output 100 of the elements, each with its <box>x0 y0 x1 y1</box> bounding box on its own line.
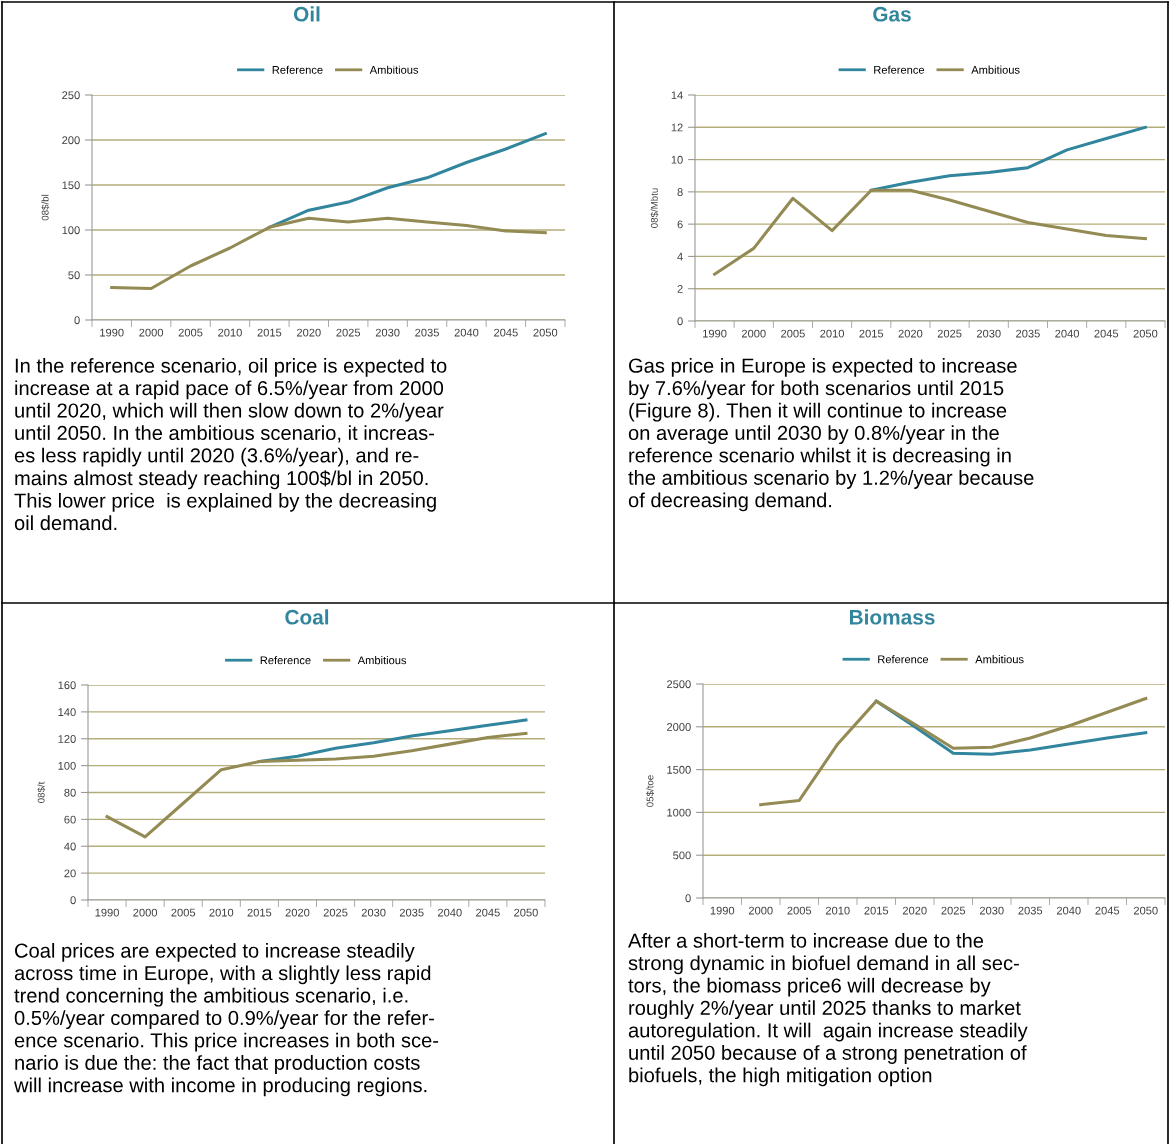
x-tick-label: 2005 <box>171 908 196 917</box>
y-tick-label: 12 <box>671 123 683 132</box>
x-tick-label: 2035 <box>415 328 439 337</box>
x-tick-label: 2005 <box>787 906 812 915</box>
y-tick-label: 0 <box>70 896 76 905</box>
x-tick-label: 1990 <box>710 906 735 915</box>
legend-label: Reference <box>260 656 311 665</box>
line-series <box>869 125 1147 192</box>
x-tick-label: 2035 <box>1016 329 1040 338</box>
y-tick-label: 40 <box>64 842 76 851</box>
x-tick-label: 2000 <box>748 906 773 915</box>
y-tick-label: 100 <box>58 761 76 770</box>
y-tick-label: 150 <box>62 181 80 190</box>
x-tick-label: 2025 <box>937 329 962 338</box>
x-tick-label: 2015 <box>864 906 889 915</box>
x-tick-label: 2050 <box>1133 329 1158 338</box>
x-tick-label: 2015 <box>257 328 282 337</box>
y-tick-label: 1500 <box>667 765 691 774</box>
line-series <box>874 699 1148 756</box>
y-tick-label: 8 <box>677 188 683 196</box>
y-axis-title: 05$/toe <box>646 775 655 807</box>
line-series <box>713 188 1147 276</box>
x-tick-label: 1990 <box>100 328 124 337</box>
x-tick-label: 2015 <box>859 329 884 338</box>
y-tick-label: 0 <box>677 317 683 326</box>
x-tick-label: 2045 <box>494 328 518 337</box>
x-tick-label: 2035 <box>399 908 424 917</box>
chart-title: Coal <box>285 609 329 625</box>
legend-label: Reference <box>874 65 925 74</box>
x-tick-label: 2005 <box>178 328 203 337</box>
x-tick-label: 2025 <box>941 906 966 915</box>
chart-title: Biomass <box>849 609 935 625</box>
x-tick-label: 2030 <box>976 329 1001 338</box>
y-tick-label: 10 <box>671 155 683 164</box>
y-tick-label: 80 <box>64 788 76 797</box>
x-tick-label: 2010 <box>218 328 242 337</box>
x-tick-label: 2050 <box>533 328 558 337</box>
x-tick-label: 2040 <box>437 908 462 917</box>
x-tick-label: 2050 <box>514 908 538 917</box>
x-tick-label: 2050 <box>1133 906 1158 915</box>
y-tick-label: 250 <box>62 91 80 100</box>
y-tick-label: 2500 <box>667 680 691 689</box>
y-tick-label: 0 <box>685 894 691 903</box>
x-tick-label: 2010 <box>820 329 845 338</box>
x-tick-label: 2020 <box>902 906 927 915</box>
x-tick-label: 2030 <box>361 908 386 917</box>
legend-label: Ambitious <box>971 65 1020 74</box>
x-tick-label: 2040 <box>1055 329 1080 338</box>
legend-label: Reference <box>878 655 929 664</box>
legend-label: Ambitious <box>357 656 407 665</box>
y-tick-label: 500 <box>673 851 691 860</box>
x-tick-label: 2015 <box>247 908 272 917</box>
x-tick-label: 2020 <box>296 328 321 337</box>
y-tick-label: 4 <box>677 252 683 261</box>
y-tick-label: 120 <box>58 735 76 743</box>
text: In the reference scenario, oil price is expected to increase at a rapid pace of 6.5%/year from 2000 until 2020, which will then slow down to 2%/year until 2050. In the ambitious scenario, it increas- es less rapidly until 2020 (3.6%/year), and re- mains almost steady reaching 100$/bl in 2050. This lower price is explained by the decreasing oil demand. <box>14 358 447 531</box>
x-tick-label: 2045 <box>1095 906 1120 915</box>
x-tick-label: 2030 <box>375 328 400 337</box>
line-series <box>267 132 547 229</box>
y-axis-title: 08$/bl <box>41 194 50 221</box>
x-tick-label: 2025 <box>323 908 348 917</box>
line-series <box>759 697 1148 807</box>
x-tick-label: 2005 <box>781 329 805 338</box>
x-tick-label: 2045 <box>476 908 500 917</box>
y-tick-label: 50 <box>68 271 80 280</box>
x-tick-label: 2040 <box>1056 906 1081 915</box>
text: After a short-term to increase due to the strong dynamic in biofuel demand in all sec- tors, the biomass price6 will decrease by roughly 2%/year until 2025 thanks to market autoregulation. It will again increase steadily until 2050 because of a strong penetration of biofuels, the high mitigation option <box>628 933 1028 1087</box>
x-tick-label: 1990 <box>703 329 727 338</box>
x-tick-label: 2000 <box>741 329 766 338</box>
y-tick-label: 60 <box>64 815 76 824</box>
x-tick-label: 2040 <box>454 328 479 337</box>
y-axis-title: 08$/t <box>37 781 46 803</box>
line-series <box>110 216 547 291</box>
x-tick-label: 2010 <box>209 908 234 917</box>
x-tick-label: 2045 <box>1094 329 1119 338</box>
y-tick-label: 0 <box>74 316 80 325</box>
chart-title: Gas <box>873 6 911 22</box>
x-tick-label: 2000 <box>139 328 164 337</box>
x-tick-label: 2020 <box>898 329 923 338</box>
y-tick-label: 14 <box>671 91 683 100</box>
y-tick-label: 2000 <box>667 723 691 731</box>
y-tick-label: 140 <box>58 708 76 717</box>
text: Coal prices are expected to increase steadily across time in Europe, with a slightly less rapid trend concerning the ambitious scenario, i.e. 0.5%/year compared to 0.9%/year for the refer- ence scenario. This price increases in both sce- nario is due the: the fact that production costs will increase with income in producing regions. <box>13 943 439 1097</box>
y-tick-label: 160 <box>58 681 76 690</box>
x-tick-label: 1990 <box>95 908 119 917</box>
legend-label: Ambitious <box>369 65 419 74</box>
x-tick-label: 2020 <box>285 908 310 917</box>
text: Gas price in Europe is expected to increase by 7.6%/year for both scenarios until 2015 (Figure 8). Then it will continue to increase on average until 2030 by 0.8%/year in the reference scenario whilst it is decreasing in the ambitious scenario by 1.2%/year because of decreasing demand. <box>628 358 1034 512</box>
x-tick-label: 2035 <box>1018 906 1043 915</box>
y-tick-label: 2 <box>677 284 683 293</box>
y-tick-label: 100 <box>62 226 80 235</box>
line-series <box>105 731 528 839</box>
y-tick-label: 200 <box>62 136 80 145</box>
y-tick-label: 1000 <box>667 808 691 817</box>
x-tick-label: 2030 <box>979 906 1004 915</box>
x-tick-label: 2000 <box>133 908 158 917</box>
x-tick-label: 2010 <box>825 906 850 915</box>
legend-label: Ambitious <box>975 655 1024 664</box>
x-tick-label: 2025 <box>336 328 361 337</box>
legend-label: Reference <box>272 65 323 74</box>
